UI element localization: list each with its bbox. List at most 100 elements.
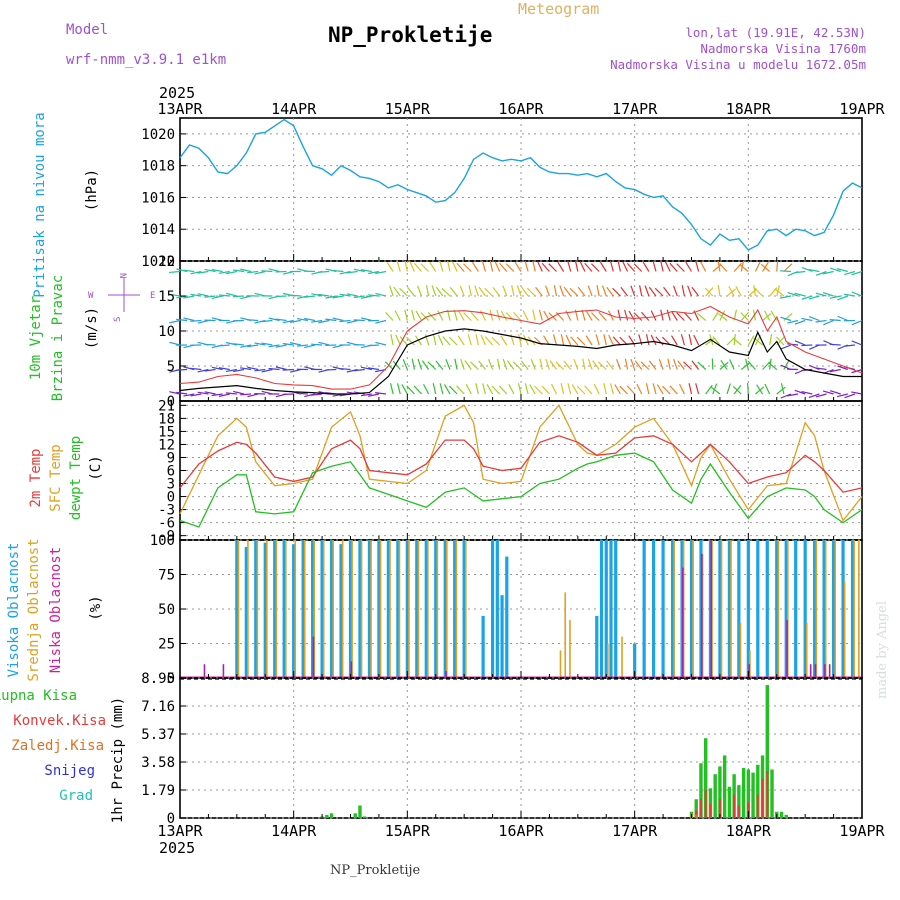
cloud-bar bbox=[784, 540, 788, 678]
wind-arrow bbox=[683, 311, 692, 321]
wind-arrow bbox=[225, 341, 237, 346]
cloud-bar bbox=[303, 540, 306, 678]
wind-arrow bbox=[459, 285, 465, 297]
top-date-label: 19APR bbox=[839, 100, 885, 118]
wind-arrow bbox=[204, 268, 216, 273]
wind-arrow bbox=[616, 358, 622, 370]
cloud-bar bbox=[824, 664, 826, 678]
wind-arrow bbox=[311, 343, 323, 346]
wind-arrow bbox=[587, 285, 593, 297]
series-line-2m-temp bbox=[179, 435, 863, 493]
wind-arrow bbox=[780, 383, 785, 395]
wind-arrow bbox=[375, 392, 387, 395]
wind-arrow bbox=[204, 343, 216, 346]
wind-arrow bbox=[325, 368, 337, 371]
wind-arrow bbox=[261, 368, 273, 373]
wind-arrow bbox=[830, 390, 841, 395]
wind-arrow bbox=[311, 393, 323, 396]
wind-arrow bbox=[664, 261, 671, 272]
wind-arrow bbox=[399, 336, 408, 346]
wind-arrow bbox=[197, 368, 209, 373]
wind-arrow bbox=[422, 383, 430, 395]
wind-arrow bbox=[225, 392, 237, 395]
wind-arrow bbox=[451, 261, 458, 272]
wind-arrow bbox=[375, 341, 387, 346]
wind-arrow bbox=[655, 336, 664, 346]
precip-bar bbox=[779, 811, 784, 818]
cloud-bar bbox=[824, 540, 827, 678]
product-label: Meteogram bbox=[518, 0, 599, 18]
wind-arrow bbox=[617, 309, 622, 321]
wind-arrow bbox=[494, 261, 501, 272]
wind-arrow bbox=[652, 260, 657, 272]
wind-arrow bbox=[809, 344, 820, 350]
wind-arrow bbox=[729, 359, 735, 370]
cloud-bar bbox=[642, 540, 646, 678]
wind-arrow bbox=[353, 295, 365, 299]
wind-arrow bbox=[318, 341, 330, 346]
wind-arrow bbox=[787, 319, 799, 324]
wind-arrow bbox=[598, 311, 607, 321]
cloud-bar bbox=[841, 540, 845, 678]
wind-arrow bbox=[197, 391, 209, 395]
wind-arrow bbox=[633, 312, 643, 321]
wind-arrow bbox=[720, 360, 728, 370]
wind-arrow bbox=[429, 261, 437, 272]
wind-arrow bbox=[829, 295, 841, 299]
temperature-tick-label: 9 bbox=[167, 450, 175, 466]
wind-arrow bbox=[406, 336, 415, 346]
wind-arrow bbox=[553, 285, 558, 297]
bottom-date-label: 17APR bbox=[612, 822, 658, 840]
precip-bar bbox=[737, 785, 741, 818]
wind-arrow bbox=[311, 293, 323, 297]
wind-arrow bbox=[211, 268, 223, 273]
wind-arrow bbox=[304, 317, 316, 322]
cloud-bar bbox=[386, 540, 390, 678]
cloud-bar bbox=[348, 540, 353, 678]
precip-bar bbox=[695, 814, 698, 818]
wind-arrow bbox=[667, 358, 671, 370]
wind-arrow bbox=[569, 287, 579, 297]
wind-arrow bbox=[801, 295, 813, 300]
wind-arrow bbox=[420, 263, 430, 272]
wind-arrow bbox=[367, 367, 380, 371]
wind-arrow bbox=[275, 318, 287, 322]
wind-arrow bbox=[739, 264, 749, 272]
cloud-bar bbox=[332, 540, 334, 678]
wind-arrow bbox=[535, 286, 543, 297]
wind-arrow bbox=[552, 334, 558, 346]
wind-arrow bbox=[289, 294, 301, 297]
wind-arrow bbox=[844, 393, 856, 399]
clouds-tick-label: 0 bbox=[167, 671, 175, 687]
wind-arrow bbox=[836, 393, 848, 398]
page-title: NP_Prokletije bbox=[328, 23, 492, 47]
wind-arrow bbox=[801, 344, 813, 347]
precip-frame bbox=[179, 677, 863, 819]
wind-arrow bbox=[496, 309, 501, 321]
cloud-bar bbox=[294, 540, 297, 678]
wind-arrow bbox=[367, 270, 380, 275]
t2m-ylabel: 2m Temp bbox=[28, 448, 44, 507]
wind-arrow bbox=[579, 261, 586, 272]
wind-arrow bbox=[425, 285, 430, 297]
wind-arrow bbox=[565, 334, 572, 346]
cloud-bar bbox=[408, 540, 410, 678]
top-date-label: 17APR bbox=[612, 100, 658, 118]
cloud-bar bbox=[282, 540, 286, 678]
wind-arrow bbox=[563, 286, 572, 297]
wind-arrow bbox=[662, 385, 671, 395]
wind-arrow bbox=[268, 317, 280, 322]
wind-arrow bbox=[688, 383, 693, 395]
wind-arrow bbox=[595, 334, 600, 346]
top-date-label: 13APR bbox=[157, 100, 203, 118]
wind-arrow bbox=[505, 263, 515, 272]
cloud-bar bbox=[370, 540, 372, 678]
cloud-bar bbox=[607, 643, 609, 678]
wind-arrow bbox=[491, 336, 501, 346]
bottom-date-label: 14APR bbox=[271, 822, 317, 840]
wind-arrow bbox=[500, 335, 508, 346]
wind-arrow bbox=[396, 260, 401, 272]
cloud-bar bbox=[682, 567, 684, 678]
wind-arrow bbox=[662, 336, 671, 346]
wind-arrow bbox=[375, 319, 387, 324]
